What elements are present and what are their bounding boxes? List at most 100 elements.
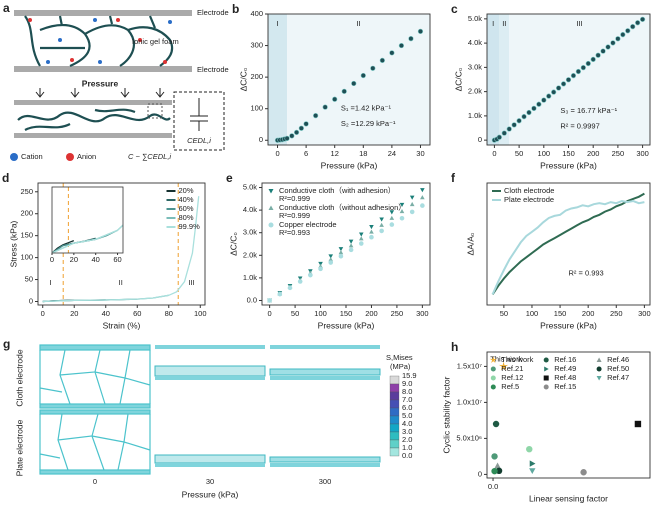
x-axis-label: Pressure (kPa) (540, 320, 597, 330)
legend-label: Conductive cloth（without adhesion） (279, 203, 406, 212)
x-tick-label: 50 (500, 309, 508, 318)
legend-label: 20% (179, 186, 194, 195)
y-tick-label: 300 (250, 41, 263, 50)
legend-label: Ref.46 (607, 355, 629, 364)
plot-frame (486, 182, 651, 306)
fea-compressed-30 (154, 345, 266, 467)
legend-label: Cloth electrode (504, 186, 554, 195)
x-tick-label: 0 (492, 149, 496, 158)
point (338, 250, 344, 255)
x-tick-label: 50 (291, 309, 299, 318)
line-series (491, 199, 645, 295)
point (605, 44, 611, 50)
point (580, 65, 586, 71)
column-label: 300 (319, 477, 332, 486)
x-tick-label: 40 (102, 309, 110, 318)
panel-letter: g (3, 337, 10, 351)
x-tick-label: 80 (165, 309, 173, 318)
panel-g: g Cloth electrode Plate electrode 0 30 3… (3, 337, 413, 499)
point (610, 40, 616, 46)
legend-label: Ref.50 (607, 364, 629, 373)
line-series (52, 224, 123, 253)
electrode (14, 133, 172, 138)
point (556, 85, 562, 91)
region-label: III (576, 19, 582, 28)
x-axis-label: Linear sensing factor (529, 493, 608, 503)
point (267, 298, 272, 303)
colorbar-tick-label: 7.0 (402, 395, 412, 404)
colorbar-cell (389, 423, 400, 433)
y-axis-label: Cyclic stability factor (441, 376, 451, 453)
point (409, 201, 415, 207)
point (358, 241, 364, 246)
point (600, 48, 606, 54)
column-label: 30 (206, 477, 214, 486)
y-tick-label: 200 (250, 72, 263, 81)
colorbar-tick-label: 6.0 (402, 403, 412, 412)
legend-label: Anion (77, 152, 96, 161)
legend-label: Copper electrode (279, 220, 337, 229)
row-label: Plate electrode (14, 419, 24, 476)
cations (46, 18, 172, 64)
x-tick-label: 0 (268, 309, 272, 318)
foam-network (24, 15, 174, 68)
y-axis-label: ΔC/C₀ (238, 67, 248, 91)
point (634, 420, 642, 428)
plot-frame (486, 351, 651, 479)
detail-box (173, 91, 225, 151)
x-tick-label: 200 (587, 149, 600, 158)
colorbar-cell (389, 447, 400, 457)
region-shade (268, 14, 288, 145)
legend-marker (268, 205, 274, 210)
x-tick-label: 250 (391, 309, 404, 318)
colorbar-tick-label: 5.0 (402, 411, 412, 420)
colorbar-cell (389, 391, 400, 401)
x-tick-label: 250 (612, 149, 625, 158)
row-label: Cloth electrode (14, 349, 24, 406)
point (308, 272, 313, 278)
y-tick-label: 1.0x10⁷ (457, 397, 483, 406)
point (492, 420, 500, 428)
colorbar-tick-label: 8.0 (402, 387, 412, 396)
panel-letter: h (451, 340, 458, 354)
electrode (14, 10, 192, 16)
legend-marker (489, 356, 497, 363)
point (389, 210, 395, 215)
label: Electrode (197, 8, 229, 17)
point (277, 291, 283, 297)
y-tick-label: 3.0k (468, 62, 482, 71)
panel-a: a Electrode Ionic gel foam Electrode Pre… (3, 1, 229, 161)
colorbar-cell (389, 375, 400, 385)
point (420, 203, 425, 208)
point (570, 73, 577, 79)
x-axis-label: Pressure (kPa) (540, 160, 597, 170)
point (551, 89, 557, 95)
foam-compressed (17, 108, 171, 131)
annotation: R² = 0.993 (569, 268, 604, 277)
point (379, 217, 384, 222)
x-tick-label: 40 (92, 255, 100, 264)
y-tick-label: 5.0x10⁶ (456, 433, 482, 442)
legend-marker (268, 189, 274, 194)
point (501, 130, 507, 136)
colorbar-tick-label: 9.0 (402, 379, 412, 388)
colorbar-cell (389, 439, 400, 449)
y-tick-label: 250 (20, 187, 33, 196)
zoom-box (147, 103, 163, 119)
y-tick-label: 3.0k (243, 228, 257, 237)
legend-label: Plate electrode (504, 195, 554, 204)
x-tick-label: 150 (554, 309, 567, 318)
x-tick-label: 100 (538, 149, 551, 158)
line-series (42, 196, 200, 303)
y-tick-label: 50 (25, 275, 33, 284)
point (293, 129, 300, 135)
legend-marker (596, 376, 602, 381)
point (303, 121, 309, 127)
point (328, 254, 334, 259)
y-tick-label: 0 (259, 135, 263, 144)
y-tick-label: 0 (478, 469, 482, 478)
fea-compressed-300 (269, 345, 381, 467)
colorbar-tick-label: 0.0 (402, 451, 412, 460)
legend-label: Cation (21, 152, 43, 161)
inset-frame (51, 186, 124, 254)
